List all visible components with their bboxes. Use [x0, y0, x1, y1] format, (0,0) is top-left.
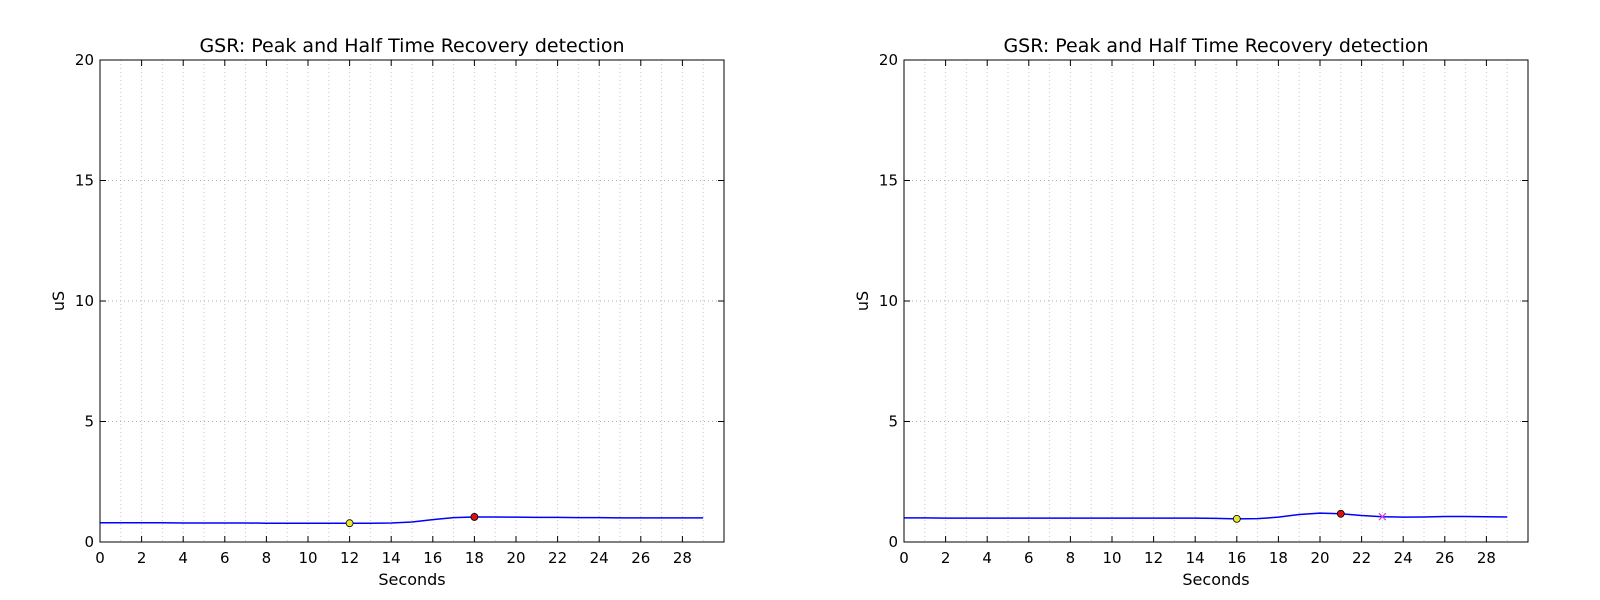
y-tick-label: 10	[879, 292, 898, 310]
x-tick-label: 28	[1477, 549, 1496, 567]
y-tick-label: 20	[879, 51, 898, 69]
x-tick-label: 28	[673, 549, 692, 567]
y-tick-label: 0	[84, 533, 94, 551]
x-tick-label: 16	[1227, 549, 1246, 567]
plot-frame	[903, 59, 1529, 543]
x-tick-label: 8	[1066, 549, 1076, 567]
x-tick-label: 4	[178, 549, 188, 567]
chart-title: GSR: Peak and Half Time Recovery detecti…	[1003, 35, 1428, 57]
y-tick-label: 0	[888, 533, 898, 551]
x-tick-label: 20	[1310, 549, 1329, 567]
onset-marker	[345, 519, 354, 528]
x-tick-label: 26	[631, 549, 650, 567]
x-tick-label: 24	[590, 549, 609, 567]
x-tick-label: 6	[1024, 549, 1034, 567]
x-tick-label: 10	[1102, 549, 1121, 567]
x-axis-label: Seconds	[1182, 570, 1249, 589]
x-tick-label: 10	[298, 549, 317, 567]
x-tick-label: 22	[1352, 549, 1371, 567]
chart-title: GSR: Peak and Half Time Recovery detecti…	[199, 35, 624, 57]
x-tick-label: 20	[506, 549, 525, 567]
y-axis-label: uS	[49, 291, 68, 311]
data-series-line	[100, 516, 704, 524]
x-tick-label: 14	[382, 549, 401, 567]
y-tick-label: 15	[75, 172, 94, 190]
y-tick-label: 10	[75, 292, 94, 310]
peak-marker	[1336, 509, 1345, 518]
x-tick-label: 26	[1435, 549, 1454, 567]
x-tick-label: 16	[423, 549, 442, 567]
x-tick-label: 6	[220, 549, 230, 567]
x-tick-label: 0	[95, 549, 105, 567]
x-tick-label: 8	[262, 549, 272, 567]
x-tick-label: 12	[1144, 549, 1163, 567]
data-series-line	[904, 512, 1508, 520]
y-tick-label: 5	[84, 413, 94, 431]
y-axis-label: uS	[853, 291, 872, 311]
x-tick-label: 0	[899, 549, 909, 567]
x-tick-label: 24	[1394, 549, 1413, 567]
x-tick-label: 18	[465, 549, 484, 567]
y-tick-label: 5	[888, 413, 898, 431]
plot-frame	[99, 59, 725, 543]
peak-marker	[470, 513, 479, 521]
x-tick-label: 4	[982, 549, 992, 567]
half-recovery-marker	[1378, 512, 1387, 521]
x-tick-label: 14	[1186, 549, 1205, 567]
marker-stroke	[1378, 512, 1387, 521]
x-tick-label: 18	[1269, 549, 1288, 567]
x-tick-label: 2	[137, 549, 147, 567]
x-axis-label: Seconds	[378, 570, 445, 589]
x-tick-label: 22	[548, 549, 567, 567]
y-tick-label: 20	[75, 51, 94, 69]
x-tick-label: 2	[941, 549, 951, 567]
x-tick-label: 12	[340, 549, 359, 567]
y-tick-label: 15	[879, 172, 898, 190]
onset-marker	[1232, 514, 1241, 523]
